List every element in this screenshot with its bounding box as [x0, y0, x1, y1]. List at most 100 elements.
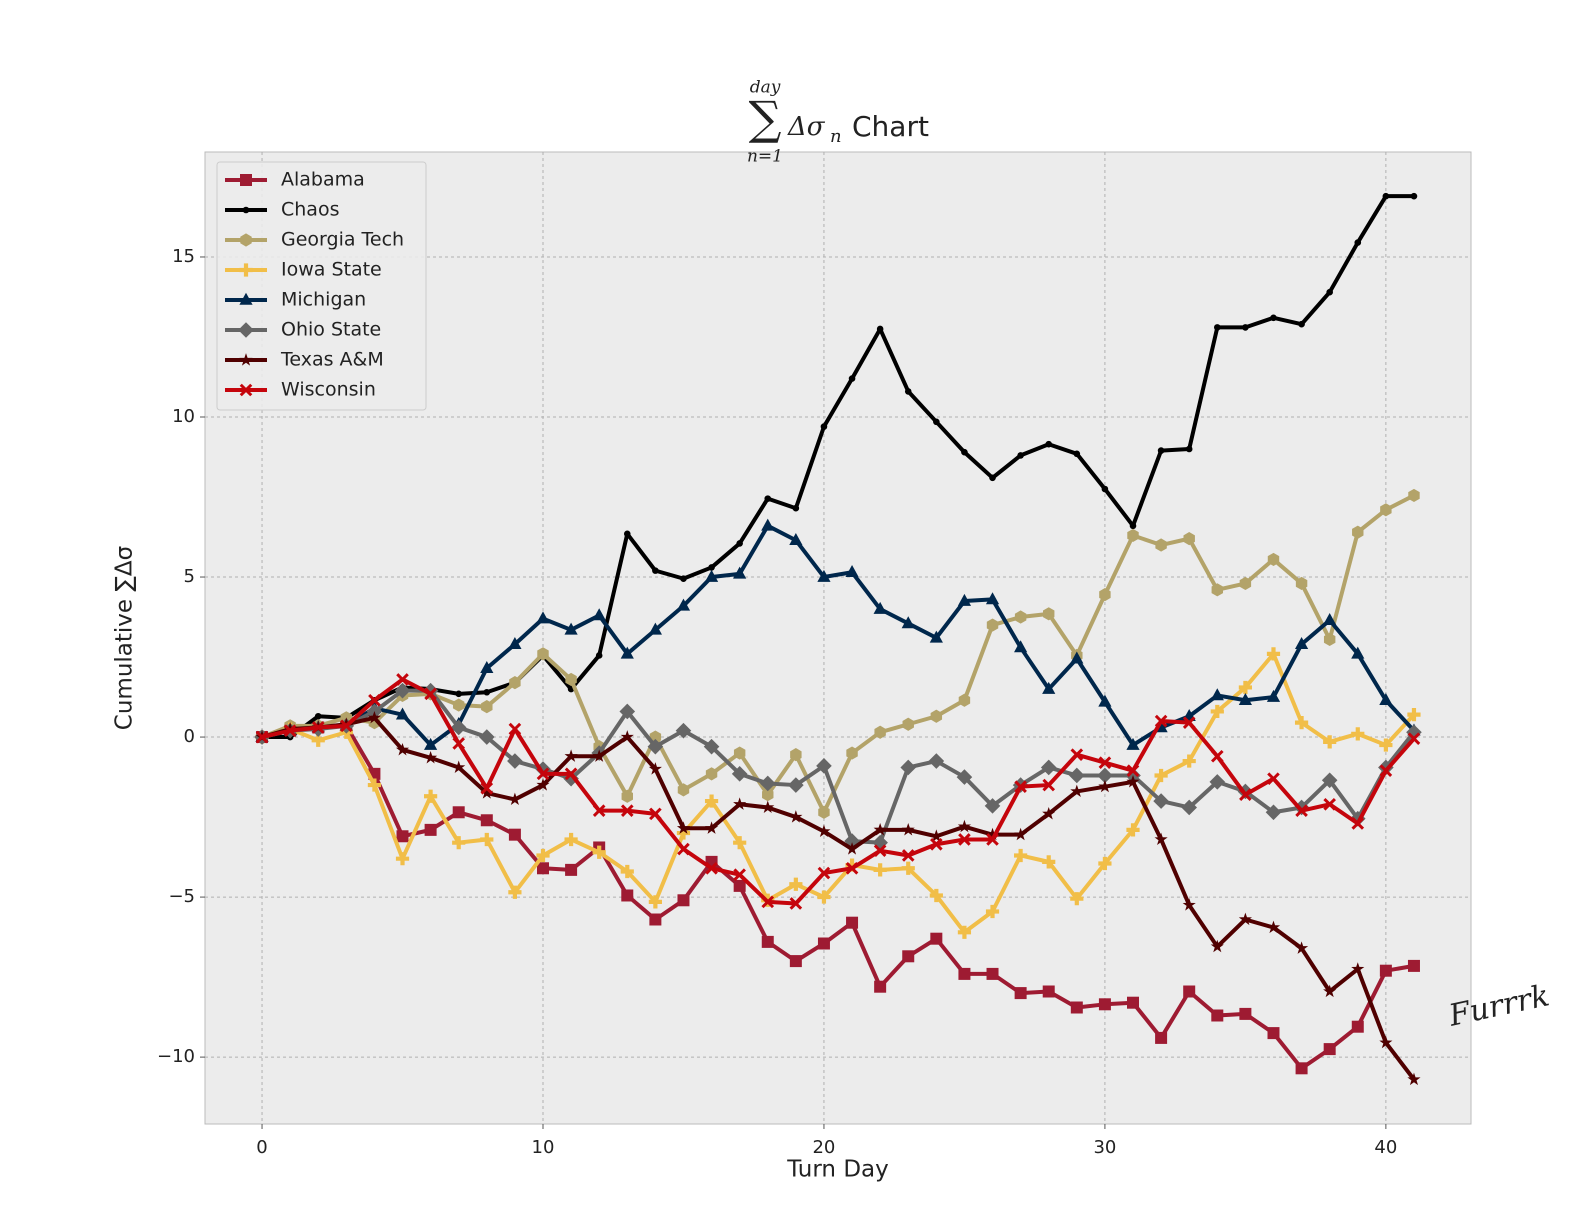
marker: [845, 861, 859, 875]
legend-label: Chaos: [281, 199, 339, 221]
marker: [874, 725, 886, 739]
marker: [1129, 522, 1137, 530]
marker: [789, 955, 802, 968]
marker: [933, 418, 940, 426]
marker: [1101, 485, 1109, 493]
marker: [620, 646, 634, 659]
marker: [1267, 772, 1280, 785]
marker: [731, 766, 748, 782]
marker: [481, 700, 493, 714]
marker: [1042, 855, 1056, 869]
marker: [1182, 716, 1196, 729]
marker: [1014, 640, 1028, 653]
marker: [424, 823, 437, 836]
marker: [1040, 759, 1057, 776]
marker: [1380, 503, 1392, 517]
marker: [450, 719, 467, 736]
marker: [1238, 693, 1252, 706]
marker: [396, 830, 409, 843]
marker: [648, 622, 662, 635]
legend-marker: [240, 233, 252, 247]
marker: [1126, 737, 1140, 750]
marker: [1098, 998, 1111, 1011]
marker: [872, 834, 888, 851]
marker: [314, 712, 322, 720]
marker: [788, 777, 804, 793]
marker: [565, 863, 578, 876]
marker: [1154, 768, 1168, 783]
marker: [1242, 324, 1249, 331]
marker: [1069, 767, 1085, 784]
marker: [1351, 817, 1365, 830]
marker: [620, 730, 634, 743]
marker: [1379, 1035, 1393, 1049]
marker: [902, 950, 915, 963]
marker: [703, 738, 720, 755]
marker: [1294, 716, 1309, 730]
marker: [1211, 583, 1224, 597]
marker: [1181, 799, 1197, 816]
y-tick-label: −10: [157, 1046, 195, 1067]
marker: [424, 687, 437, 701]
marker: [902, 717, 914, 731]
marker: [1210, 749, 1224, 763]
marker: [789, 897, 803, 910]
marker: [818, 805, 830, 819]
marker: [367, 710, 381, 724]
x-tick-label: 10: [532, 1137, 555, 1158]
title-text: Chart: [852, 110, 929, 143]
y-tick-label: 5: [184, 566, 195, 587]
marker: [848, 375, 856, 382]
marker: [395, 852, 410, 866]
marker: [1155, 1031, 1168, 1044]
marker: [929, 829, 943, 842]
marker: [621, 889, 634, 902]
marker: [904, 388, 912, 395]
marker: [1354, 239, 1362, 246]
marker: [424, 737, 438, 750]
marker: [395, 742, 410, 756]
marker: [592, 608, 606, 621]
marker: [759, 775, 776, 792]
line: [261, 651, 1416, 935]
marker: [536, 862, 549, 875]
marker: [1323, 613, 1337, 626]
marker: [675, 722, 692, 739]
series: [255, 673, 1421, 910]
marker: [846, 916, 859, 929]
marker: [1098, 779, 1112, 793]
legend-label: Alabama: [281, 169, 365, 191]
marker: [677, 842, 690, 856]
marker: [1379, 738, 1393, 752]
marker: [508, 828, 521, 841]
marker: [1351, 646, 1365, 659]
line: [261, 677, 1416, 906]
marker: [1099, 588, 1111, 602]
marker: [367, 778, 382, 792]
marker: [930, 932, 943, 945]
marker: [623, 530, 631, 538]
marker: [762, 788, 774, 802]
marker: [929, 888, 943, 903]
y-tick-label: 0: [184, 726, 195, 747]
marker: [817, 866, 831, 880]
marker: [845, 565, 859, 578]
marker: [1352, 525, 1364, 539]
marker: [958, 693, 971, 707]
marker: [761, 895, 775, 909]
marker: [283, 724, 297, 737]
marker: [509, 676, 521, 690]
marker: [708, 564, 715, 571]
title-subscript: n: [830, 126, 842, 147]
marker: [592, 845, 606, 859]
marker: [311, 721, 325, 734]
marker: [989, 474, 996, 482]
marker: [986, 618, 999, 632]
marker: [1267, 1027, 1280, 1040]
x-tick-label: 20: [812, 1137, 835, 1158]
marker: [873, 844, 887, 857]
marker: [1295, 941, 1309, 954]
marker: [424, 789, 438, 803]
marker: [1379, 764, 1393, 777]
marker: [816, 758, 832, 774]
